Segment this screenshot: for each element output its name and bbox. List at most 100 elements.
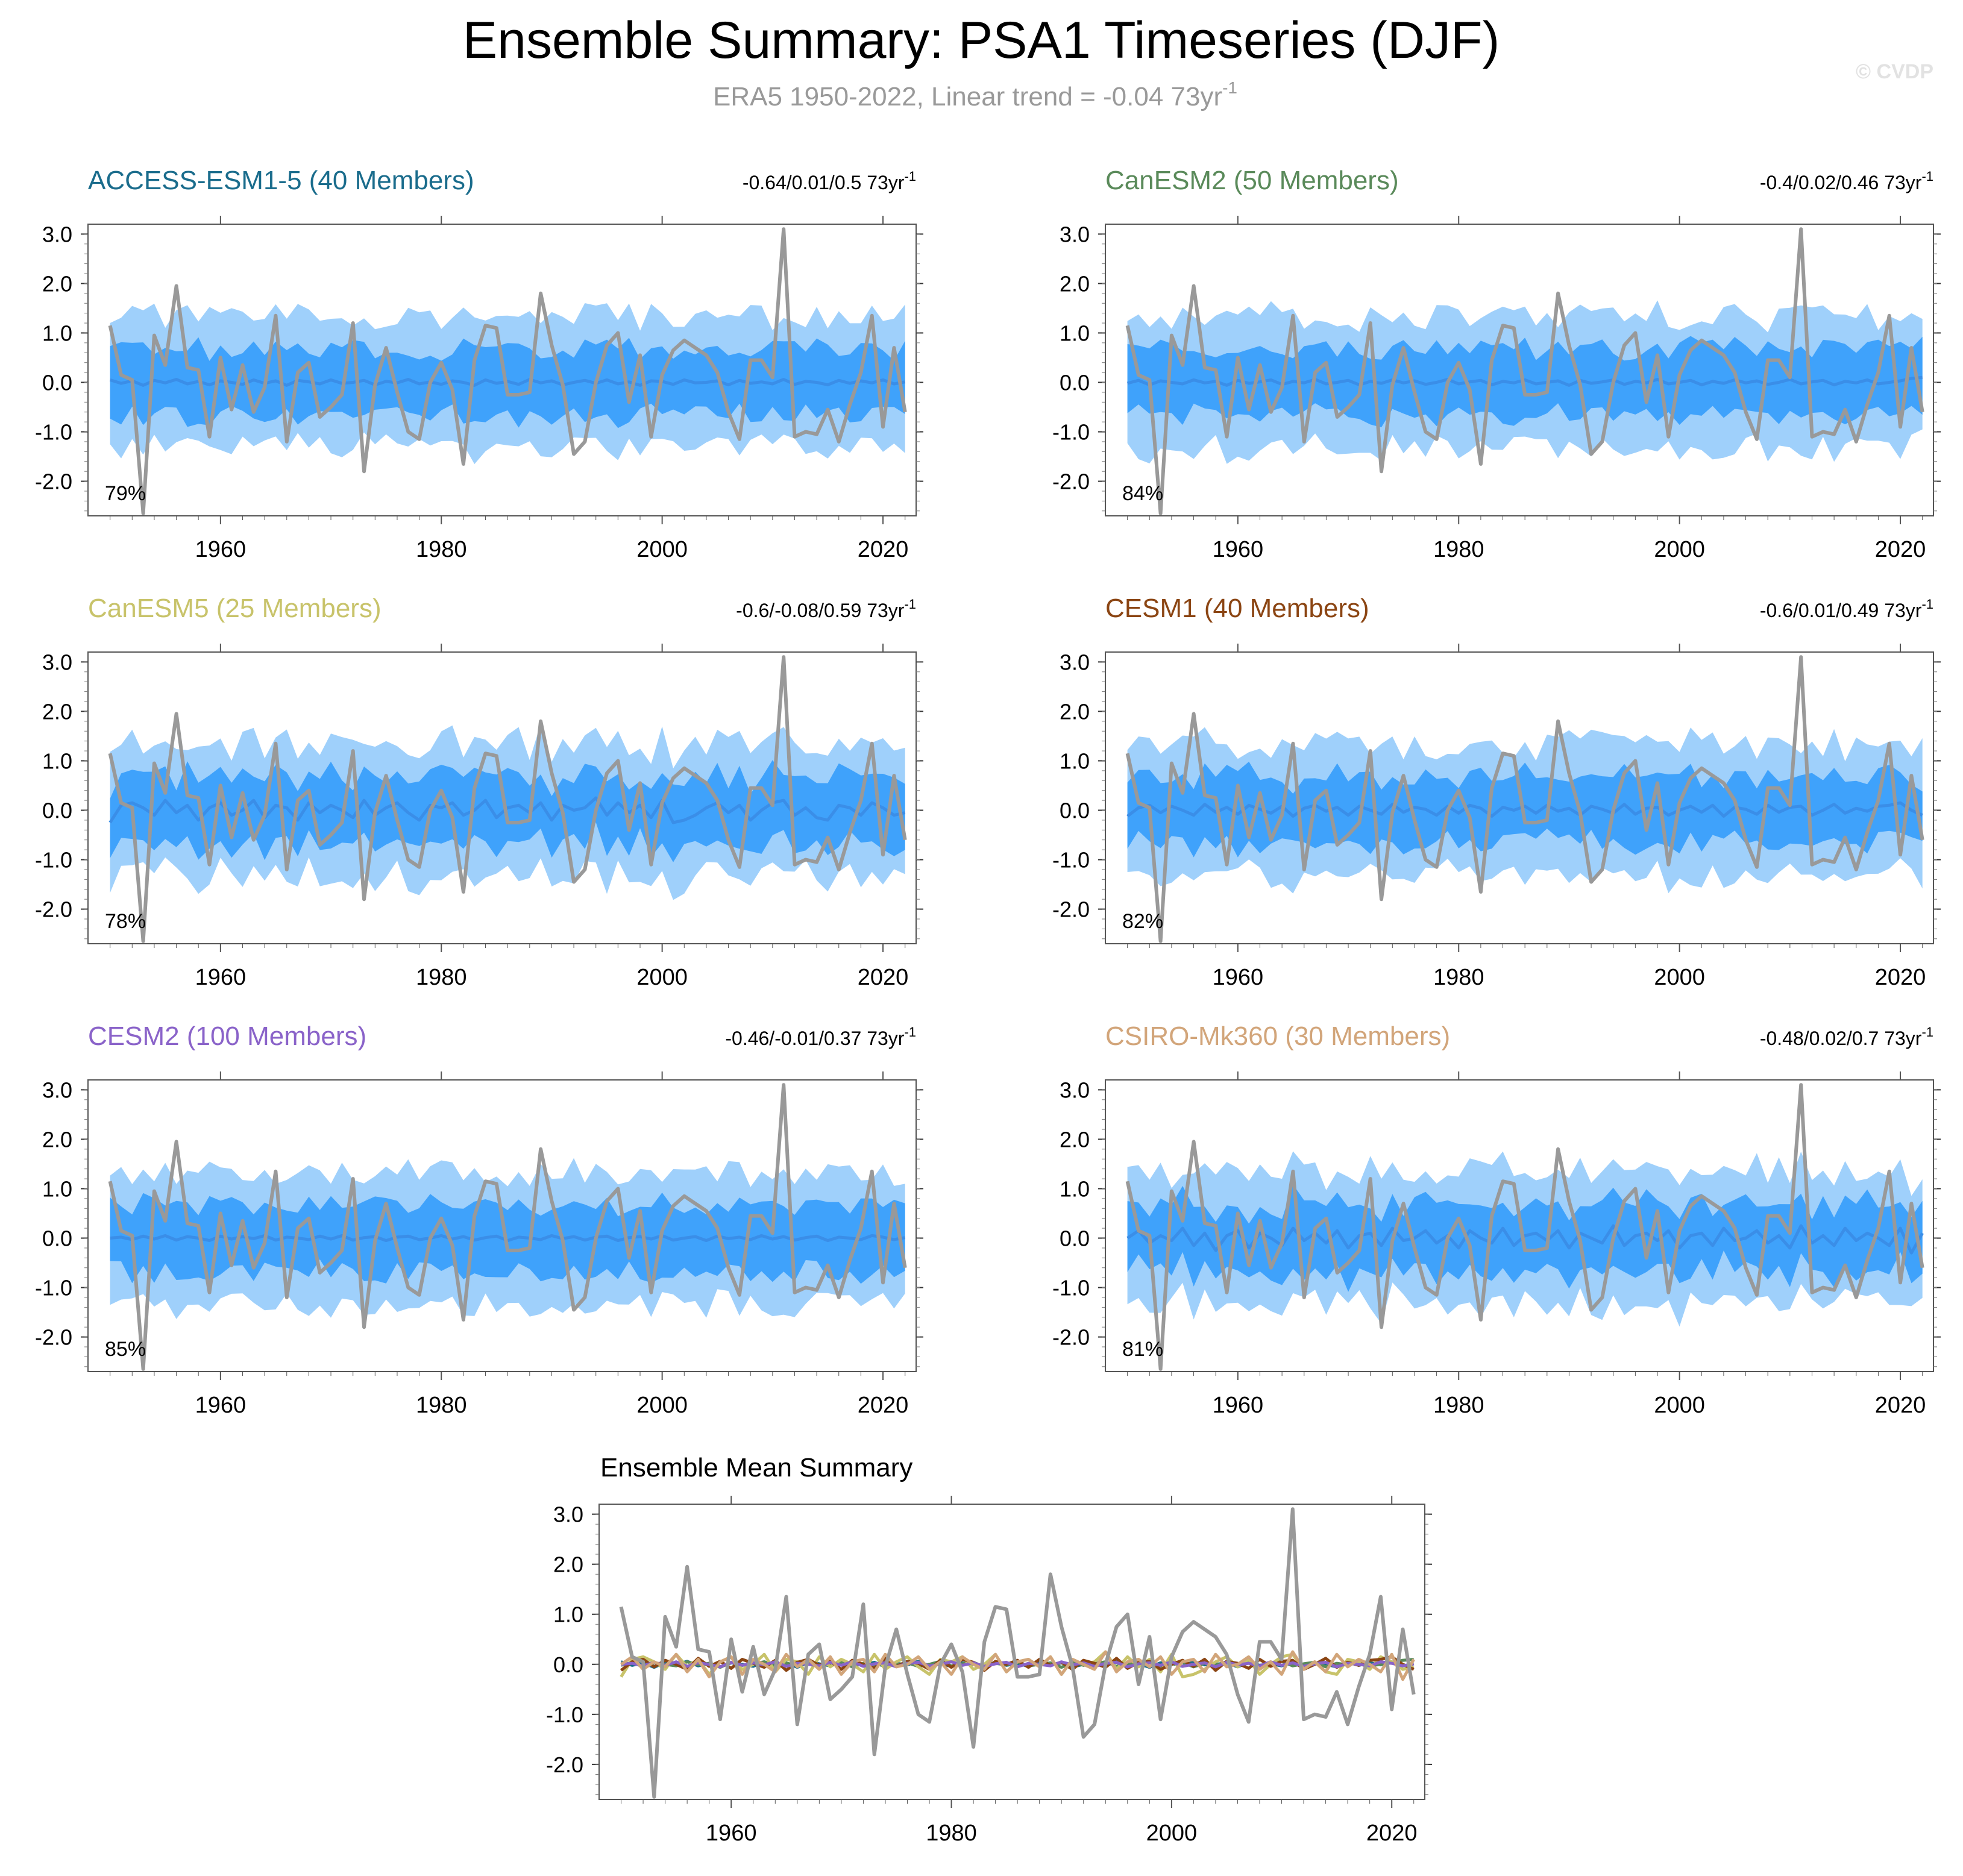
- x-tick-label: 2020: [1875, 537, 1926, 562]
- panel-trend-text: -0.46/-0.01/0.37 73yr: [725, 1027, 904, 1049]
- observed-line: [1125, 1083, 1924, 1371]
- panel-title: CESM1 (40 Members): [1105, 594, 1369, 623]
- y-tick-label: 2.0: [1060, 1127, 1090, 1152]
- x-tick-label: 2020: [858, 965, 909, 990]
- x-tick-label: 2000: [1654, 965, 1705, 990]
- panel-trend-text: -0.6/-0.08/0.59 73yr: [736, 600, 905, 621]
- observed-line: [1125, 655, 1924, 943]
- panel-trend: -0.64/0.01/0.5 73yr-1: [743, 169, 916, 193]
- x-tick-label: 1980: [926, 1821, 977, 1846]
- ensemble-mean-line: [1126, 375, 1923, 387]
- x-tick-label: 1960: [1213, 965, 1264, 990]
- y-tick-label: 0.0: [42, 371, 72, 395]
- y-tick-label: -1.0: [546, 1702, 583, 1727]
- y-tick-label: 2.0: [42, 699, 72, 724]
- x-tick-label: 2000: [636, 965, 688, 990]
- x-tick-label: 2020: [1875, 965, 1926, 990]
- plot-frame: [1105, 224, 1934, 516]
- x-tick-label: 1980: [1433, 537, 1484, 562]
- y-tick-label: 3.0: [42, 1078, 72, 1102]
- spread-inner-band: [110, 1193, 905, 1284]
- y-tick-label: -1.0: [35, 420, 72, 445]
- x-tick-label: 1960: [1213, 537, 1264, 562]
- x-tick-label: 1980: [416, 1393, 467, 1418]
- x-tick-label: 2020: [1875, 1393, 1926, 1418]
- x-tick-label: 2000: [1654, 537, 1705, 562]
- x-tick-label: 2020: [858, 1393, 909, 1418]
- x-tick-label: 1960: [1213, 1393, 1264, 1418]
- page-subtitle: ERA5 1950-2022, Linear trend = -0.04 73y…: [713, 78, 1237, 111]
- panel-5: 3.0 2.0 1.0 0.0 -1.0 -2.0 1960 1980 2000 2020 CSIR…: [1052, 1021, 1941, 1418]
- plot-frame: [87, 224, 917, 516]
- x-tick-label: 2020: [1366, 1821, 1418, 1846]
- y-tick-label: 3.0: [42, 650, 72, 674]
- x-tick-label: 1960: [706, 1821, 757, 1846]
- y-tick-label: 2.0: [1060, 271, 1090, 296]
- x-tick-label: 2000: [1146, 1821, 1198, 1846]
- plot-area: [619, 1507, 1416, 1799]
- summary-title: Ensemble Mean Summary: [600, 1453, 912, 1482]
- watermark: © CVDP: [1856, 60, 1933, 83]
- plot-frame: [87, 1079, 917, 1372]
- spread-inner-band: [1127, 336, 1923, 428]
- panel-trend-text: -0.48/0.02/0.7 73yr: [1760, 1027, 1922, 1049]
- plot-area: [108, 227, 907, 515]
- panel-1: 3.0 2.0 1.0 0.0 -1.0 -2.0 1960 1980 2000 2020 CanE…: [1052, 166, 1941, 562]
- x-tick-label: 1960: [195, 1393, 247, 1418]
- y-tick-label: -2.0: [1052, 1325, 1090, 1350]
- plot-frame: [1105, 651, 1934, 944]
- panel-2: 3.0 2.0 1.0 0.0 -1.0 -2.0 1960 1980 2000 2020 CanE…: [35, 594, 923, 990]
- panel-trend: -0.46/-0.01/0.37 73yr-1: [725, 1024, 916, 1049]
- x-tick-label: 1980: [1433, 965, 1484, 990]
- panel-3: 3.0 2.0 1.0 0.0 -1.0 -2.0 1960 1980 2000 2020 CESM…: [1052, 594, 1941, 990]
- panel-title: CanESM2 (50 Members): [1105, 166, 1399, 195]
- summary-panel: 3.0 2.0 1.0 0.0 -1.0 -2.0 1960 1980 2000 2020 Ense…: [546, 1453, 1432, 1846]
- y-tick-label: 1.0: [1060, 321, 1090, 345]
- summary-observed-line: [619, 1507, 1416, 1799]
- y-tick-label: 0.0: [1060, 1226, 1090, 1251]
- x-tick-label: 2000: [636, 537, 688, 562]
- page-title: Ensemble Summary: PSA1 Timeseries (DJF): [463, 11, 1500, 69]
- panel-percent-label: 79%: [105, 482, 146, 505]
- panel-title: ACCESS-ESM1-5 (40 Members): [88, 166, 474, 195]
- y-tick-label: -1.0: [35, 848, 72, 873]
- y-tick-label: 1.0: [1060, 748, 1090, 773]
- y-tick-label: 1.0: [553, 1602, 583, 1627]
- panel-title: CESM2 (100 Members): [88, 1021, 366, 1051]
- subtitle-text: ERA5 1950-2022, Linear trend = -0.04 73y…: [713, 82, 1222, 111]
- panel-0: 3.0 2.0 1.0 0.0 -1.0 -2.0 1960 1980 2000 2020 ACCE…: [35, 166, 923, 562]
- plot-frame: [598, 1504, 1425, 1800]
- y-tick-label: 3.0: [1060, 650, 1090, 674]
- plot-area: [1125, 655, 1924, 943]
- observed-line: [108, 227, 907, 515]
- x-tick-label: 2000: [636, 1393, 688, 1418]
- y-tick-label: 3.0: [553, 1502, 583, 1527]
- y-tick-label: 0.0: [42, 798, 72, 823]
- y-tick-label: 1.0: [42, 1176, 72, 1201]
- plot-area: [108, 655, 907, 943]
- y-tick-label: -2.0: [35, 897, 72, 922]
- panel-trend-text: -0.6/0.01/0.49 73yr: [1760, 600, 1922, 621]
- x-tick-label: 2000: [1654, 1393, 1705, 1418]
- panel-trend-superscript: -1: [904, 169, 916, 184]
- y-tick-label: 1.0: [42, 321, 72, 345]
- x-tick-label: 2020: [858, 537, 909, 562]
- panel-percent-label: 85%: [105, 1338, 146, 1361]
- panel-percent-label: 82%: [1122, 910, 1163, 933]
- panel-trend: -0.4/0.02/0.46 73yr-1: [1760, 169, 1933, 193]
- panel-trend: -0.6/-0.08/0.59 73yr-1: [736, 597, 916, 621]
- y-tick-label: 1.0: [42, 748, 72, 773]
- spread-inner-band: [1127, 761, 1923, 858]
- x-tick-label: 1960: [195, 965, 247, 990]
- x-tick-label: 1960: [195, 537, 247, 562]
- y-tick-label: 0.0: [1060, 798, 1090, 823]
- observed-line: [1125, 227, 1924, 515]
- ensemble-mean-line: [1126, 801, 1923, 818]
- panel-trend-superscript: -1: [1921, 597, 1933, 612]
- plot-area: [1125, 1083, 1924, 1371]
- panel-percent-label: 84%: [1122, 482, 1163, 505]
- y-tick-label: 2.0: [1060, 699, 1090, 724]
- y-tick-label: 1.0: [1060, 1176, 1090, 1201]
- y-tick-label: -1.0: [35, 1276, 72, 1300]
